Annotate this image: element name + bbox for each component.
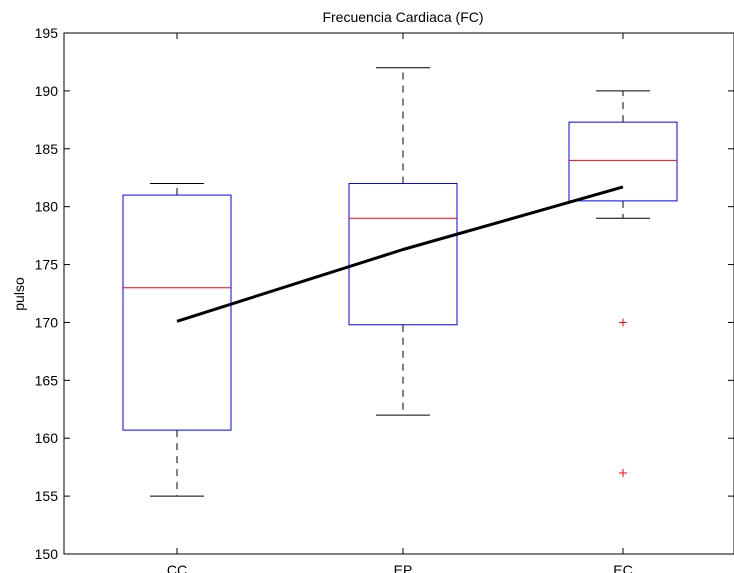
y-tick-label: 170 <box>35 314 59 330</box>
y-tick-label: 190 <box>35 83 59 99</box>
y-tick-label: 165 <box>35 372 59 388</box>
y-tick-label: 180 <box>35 199 59 215</box>
y-axis: 150 155 160 165 170 175 180 185 190 195 <box>35 25 734 562</box>
outlier-marker <box>619 468 627 477</box>
iqr-box <box>122 194 232 431</box>
x-axis: CC EP EC <box>167 33 633 573</box>
outlier-marker <box>619 318 627 327</box>
boxes-group <box>122 67 678 497</box>
plot-area <box>63 32 734 555</box>
y-tick-label: 175 <box>35 257 59 273</box>
y-tick-label: 150 <box>35 546 59 562</box>
chart-title: Frecuencia Cardiaca (FC) <box>322 9 483 25</box>
x-tick-label: CC <box>167 562 187 573</box>
y-tick-label: 195 <box>35 25 59 41</box>
iqr-box <box>348 183 458 326</box>
box-ec <box>568 90 678 477</box>
y-tick-label: 185 <box>35 141 59 157</box>
mean-trend-line <box>176 185 624 323</box>
y-tick-label: 155 <box>35 488 59 504</box>
box-cc <box>122 183 232 497</box>
iqr-box <box>568 121 678 202</box>
y-tick-label: 160 <box>35 430 59 446</box>
x-tick-label: EP <box>394 562 413 573</box>
x-tick-label: EC <box>613 562 632 573</box>
box-ep <box>348 67 458 416</box>
mean-line-group <box>176 185 624 323</box>
y-axis-label: pulso <box>11 277 27 311</box>
